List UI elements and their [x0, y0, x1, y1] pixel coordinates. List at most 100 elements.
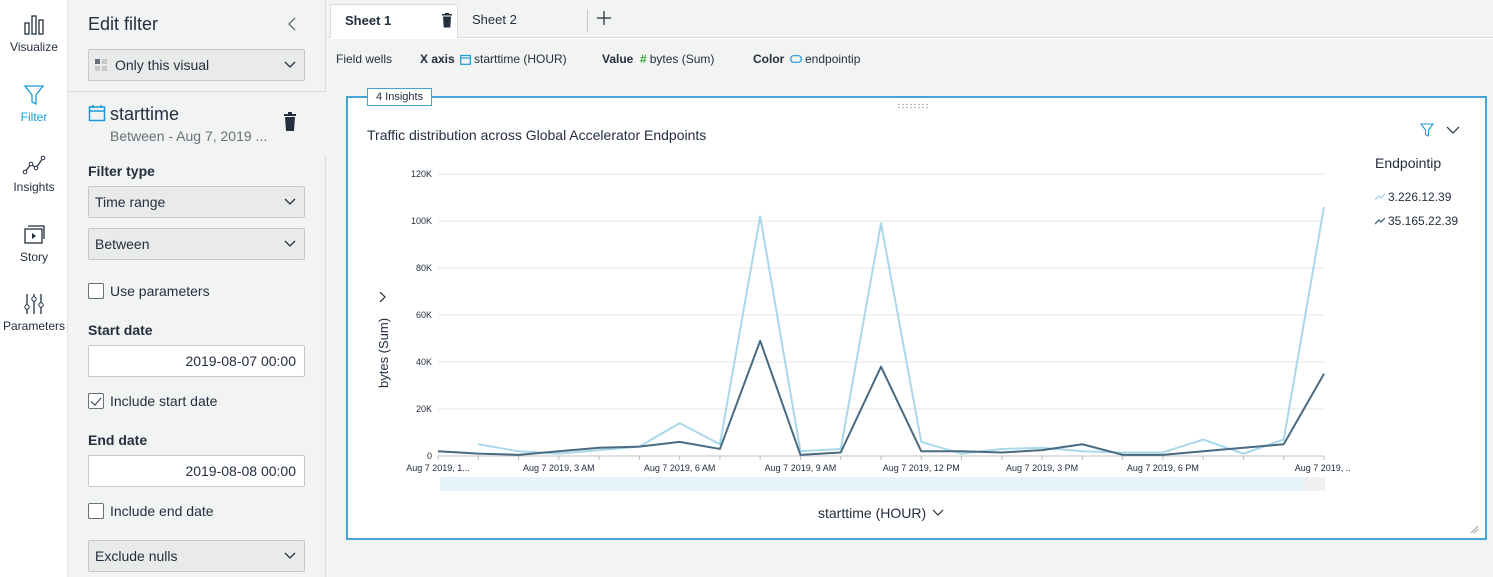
color-field-label: endpointip — [805, 52, 861, 66]
field-wells-title[interactable]: Field wells — [336, 52, 393, 66]
legend-item-series-1[interactable]: 3.226.12.39 — [1375, 190, 1451, 204]
y-axis-label[interactable]: bytes (Sum) — [376, 317, 391, 388]
tab-sheet-2[interactable]: Sheet 2 — [458, 10, 588, 32]
checkbox-label: Use parameters — [110, 283, 210, 299]
sheet-tabs: Sheet 1 Sheet 2 — [326, 0, 1493, 38]
color-key: Color — [753, 52, 785, 66]
checkbox-label: Include end date — [110, 503, 214, 519]
y-tick-label: 100K — [411, 216, 432, 226]
y-tick-label: 60K — [416, 310, 432, 320]
insights-badge[interactable]: 4 Insights — [367, 88, 433, 106]
nulls-value: Exclude nulls — [95, 548, 178, 564]
chevron-right-icon[interactable] — [377, 291, 387, 303]
y-tick-label: 20K — [416, 404, 432, 414]
legend-label: 3.226.12.39 — [1388, 190, 1452, 204]
x-tick-label: Aug 7 2019, ... — [1295, 463, 1350, 473]
x-axis-key: X axis — [420, 52, 455, 66]
checkbox-box[interactable] — [88, 503, 104, 519]
legend-title: Endpointip — [1375, 155, 1442, 171]
chevron-down-icon — [284, 61, 296, 68]
line-chart-visual[interactable] — [346, 96, 1487, 540]
legend-label: 35.165.22.39 — [1388, 214, 1459, 228]
nav-story[interactable]: Story — [0, 222, 68, 264]
checkbox-box[interactable] — [88, 393, 104, 409]
nav-label: Insights — [13, 180, 55, 194]
filter-field-summary: Between - Aug 7, 2019 ... — [110, 128, 268, 144]
chevron-down-icon — [284, 240, 296, 247]
tab-sheet-1[interactable]: Sheet 1 — [330, 4, 458, 38]
nulls-select[interactable]: Exclude nulls — [88, 540, 305, 572]
filter-scope-select[interactable]: Only this visual — [88, 49, 305, 81]
chevron-down-icon — [284, 552, 296, 559]
calendar-icon — [460, 54, 471, 65]
x-tick-label: Aug 7 2019, 3 AM — [523, 463, 595, 473]
trash-icon[interactable] — [282, 112, 298, 132]
checkbox-box[interactable] — [88, 283, 104, 299]
series-line-1 — [478, 206, 1325, 455]
series-line-2 — [437, 339, 1325, 456]
nav-label: Parameters — [2, 319, 66, 333]
nav-insights[interactable]: Insights — [0, 152, 68, 194]
color-field[interactable]: endpointip — [790, 52, 860, 66]
end-date-input[interactable] — [88, 455, 305, 487]
x-tick-label: Aug 7 2019, 1... — [406, 463, 470, 473]
filter-type-value: Time range — [95, 194, 166, 210]
tab-label: Sheet 2 — [472, 12, 517, 27]
y-tick-label: 120K — [411, 169, 432, 179]
chevron-down-icon — [284, 198, 296, 205]
field-wells: Field wells X axis starttime (HOUR) Valu… — [326, 39, 1493, 79]
condition-select[interactable]: Between — [88, 228, 305, 260]
x-axis-field-label: starttime (HOUR) — [474, 52, 567, 66]
plus-icon[interactable] — [596, 9, 612, 27]
funnel-icon[interactable] — [1419, 122, 1435, 138]
funnel-icon — [23, 85, 45, 106]
calendar-icon — [88, 105, 106, 122]
filter-scope-value: Only this visual — [115, 57, 210, 73]
nav-label: Story — [19, 250, 48, 264]
edit-filter-panel: Edit filter Only this visual starttime B… — [68, 0, 326, 577]
tab-label: Sheet 1 — [345, 13, 392, 28]
nav-label: Visualize — [10, 40, 58, 54]
story-icon — [24, 225, 45, 244]
y-tick-label: 0 — [427, 451, 432, 461]
nav-parameters[interactable]: Parameters — [0, 291, 68, 333]
hash-icon: # — [640, 52, 647, 66]
chevron-down-icon[interactable] — [1446, 124, 1460, 136]
chevron-left-icon[interactable] — [284, 14, 300, 34]
filter-field-name: starttime — [110, 104, 180, 124]
nav-visualize[interactable]: Visualize — [0, 12, 68, 54]
trash-icon[interactable] — [441, 13, 453, 28]
condition-value: Between — [95, 236, 150, 252]
value-field[interactable]: # bytes (Sum) — [640, 52, 714, 66]
filter-field-card: starttime Between - Aug 7, 2019 ... — [68, 91, 326, 155]
use-parameters-checkbox[interactable]: Use parameters — [88, 283, 210, 299]
visual-scope-icon — [95, 59, 107, 71]
nav-filter[interactable]: Filter — [0, 82, 68, 124]
drag-handle-icon[interactable] — [897, 103, 929, 109]
nav-label: Filter — [20, 110, 48, 124]
x-axis-label[interactable]: starttime (HOUR) — [818, 505, 944, 521]
line-swatch-icon — [1375, 217, 1385, 225]
dimension-icon — [790, 54, 802, 63]
y-tick-label: 80K — [416, 263, 432, 273]
x-scrollbar[interactable] — [440, 477, 1304, 491]
value-field-label: bytes (Sum) — [649, 52, 715, 66]
chart-plot-area: 0 20K 40K 60K 80K 100K 120K Aug 7 2019, 1... Aug… — [406, 169, 1350, 473]
end-date-label: End date — [88, 432, 148, 448]
x-tick-label: Aug 7 2019, 3 PM — [1006, 463, 1078, 473]
chevron-down-icon — [932, 509, 944, 516]
line-swatch-icon — [1375, 193, 1385, 201]
filter-type-label: Filter type — [88, 163, 155, 179]
resize-handle-icon[interactable] — [1469, 524, 1479, 534]
x-tick-label: Aug 7 2019, 6 PM — [1127, 463, 1199, 473]
visual-title: Traffic distribution across Global Accel… — [367, 127, 707, 143]
start-date-input[interactable] — [88, 345, 305, 377]
include-start-checkbox[interactable]: Include start date — [88, 393, 217, 409]
insights-icon — [22, 155, 46, 175]
include-end-checkbox[interactable]: Include end date — [88, 503, 214, 519]
checkbox-label: Include start date — [110, 393, 218, 409]
legend-item-series-2[interactable]: 35.165.22.39 — [1375, 214, 1458, 228]
x-axis-field[interactable]: starttime (HOUR) — [460, 52, 567, 66]
filter-type-select[interactable]: Time range — [88, 186, 305, 218]
x-tick-label: Aug 7 2019, 9 AM — [765, 463, 837, 473]
